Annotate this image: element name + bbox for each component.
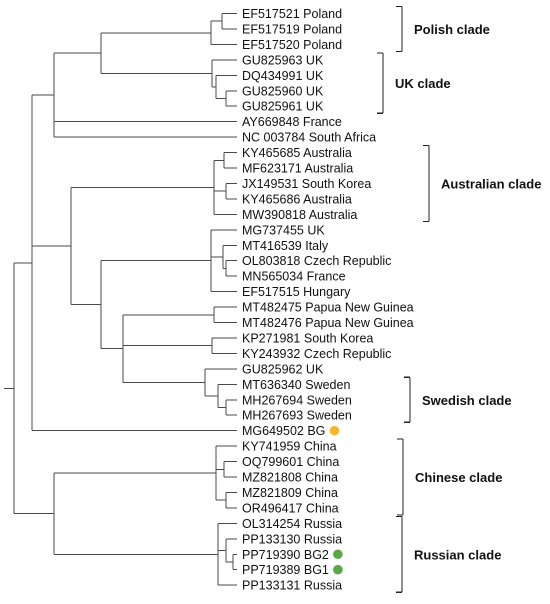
leaf-label: NC 003784 South Africa <box>242 131 376 145</box>
leaf-label: KY465685 Australia <box>242 146 352 160</box>
clade-label: Russian clade <box>414 547 501 562</box>
leaf-label: KY465686 Australia <box>242 192 352 206</box>
leaf-label: DQ434991 UK <box>242 69 324 83</box>
leaf-label: KP271981 South Korea <box>242 331 373 345</box>
clade-bracket <box>396 515 403 593</box>
leaf-label: MW390818 Australia <box>242 208 357 222</box>
clade-bracket <box>397 438 404 516</box>
leaf-label: MT416539 Italy <box>242 239 329 253</box>
clade-label: Australian clade <box>441 176 541 191</box>
sample-dot-marker <box>329 425 340 436</box>
leaf-label: GU825962 UK <box>242 362 324 376</box>
leaf-label: OQ799601 China <box>242 455 339 469</box>
leaf-label: OL803818 Czech Republic <box>242 254 391 268</box>
clade-bracket <box>404 376 411 423</box>
leaf-label: EF517521 Poland <box>242 7 342 21</box>
leaf-label: MT636340 Sweden <box>242 378 350 392</box>
clade-brackets: Polish clade UK clade Australian clade Swed… <box>377 5 541 593</box>
leaf-label: PP719389 BG1 <box>242 563 329 577</box>
clade-label: Polish clade <box>414 22 490 37</box>
leaf-label: EF517520 Poland <box>242 38 342 52</box>
clade-label: Chinese clade <box>415 470 502 485</box>
sample-markers <box>329 425 343 575</box>
leaf-label: MN565034 France <box>242 270 346 284</box>
leaf-label: MT482476 Papua New Guinea <box>242 316 414 330</box>
leaf-label: KY741959 China <box>242 440 337 454</box>
leaf-label: PP133131 Russia <box>242 579 342 593</box>
leaf-label: GU825960 UK <box>242 84 324 98</box>
leaf-label: OR496417 China <box>242 501 339 515</box>
clade-bracket <box>396 5 403 53</box>
leaf-label: MH267693 Sweden <box>242 409 352 423</box>
leaf-label: MH267694 Sweden <box>242 393 352 407</box>
leaf-label: MG649502 BG <box>242 424 325 438</box>
leaf-label: MG737455 UK <box>242 223 325 237</box>
leaf-label: EF517515 Hungary <box>242 285 351 299</box>
leaf-label: KY243932 Czech Republic <box>242 347 391 361</box>
leaf-label: EF517519 Poland <box>242 22 342 36</box>
leaf-label: PP719390 BG2 <box>242 548 329 562</box>
clade-label: UK clade <box>395 76 451 91</box>
leaf-label: MZ821809 China <box>242 486 338 500</box>
leaf-label: JX149531 South Korea <box>242 177 371 191</box>
sample-dot-marker <box>333 564 343 575</box>
clade-bracket <box>377 52 384 114</box>
leaf-label: GU825963 UK <box>242 53 324 67</box>
clade-bracket <box>423 144 430 222</box>
sample-dot-marker <box>333 549 343 560</box>
tree-branches <box>4 13 237 586</box>
leaf-label: PP133130 Russia <box>242 532 342 546</box>
leaf-label: MZ821808 China <box>242 471 338 485</box>
leaf-label: AY669848 France <box>242 115 342 129</box>
clade-label: Swedish clade <box>422 393 512 408</box>
leaf-label: GU825961 UK <box>242 100 324 114</box>
leaf-label: OL314254 Russia <box>242 517 342 531</box>
leaf-label: MF623171 Australia <box>242 162 353 176</box>
leaf-label: MT482475 Papua New Guinea <box>242 301 414 315</box>
